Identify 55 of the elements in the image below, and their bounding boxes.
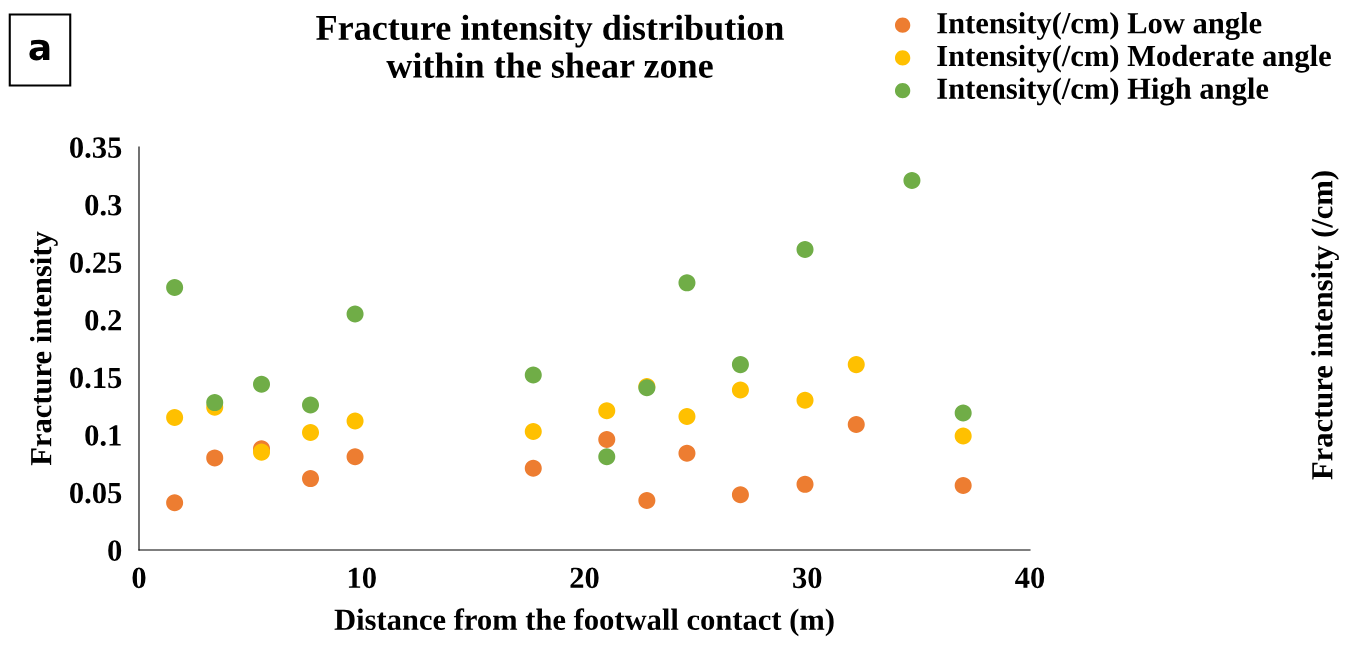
point xyxy=(524,459,542,477)
legend-label: Intensity(/cm) Moderate angle xyxy=(937,44,1331,73)
point xyxy=(598,402,616,420)
point xyxy=(731,486,749,504)
point xyxy=(253,375,271,393)
point xyxy=(524,422,542,440)
y-tick-label: 0.1 xyxy=(85,425,121,446)
x-tick-label: 40 xyxy=(1015,567,1045,589)
point xyxy=(847,356,865,374)
point xyxy=(302,470,320,488)
y-tick-label: 0.05 xyxy=(70,482,122,504)
point xyxy=(796,391,814,409)
y-tick-label: 0.25 xyxy=(70,252,122,274)
x-axis-title: Distance from the footwall contact (m) xyxy=(334,608,834,637)
point xyxy=(598,430,616,448)
point xyxy=(346,305,364,323)
y-tick-label: 0.2 xyxy=(85,310,122,331)
point xyxy=(847,415,865,433)
point xyxy=(206,394,224,412)
point xyxy=(796,475,814,493)
point xyxy=(524,366,542,384)
point xyxy=(954,404,972,422)
point xyxy=(731,381,749,399)
point xyxy=(796,240,814,258)
point xyxy=(678,444,696,462)
y-tick-label: 0.3 xyxy=(85,194,122,216)
point xyxy=(206,449,224,467)
x-tick-label: 20 xyxy=(570,567,599,589)
y-axis-title: Fracture intensity xyxy=(29,231,58,466)
point xyxy=(638,491,656,509)
y-tick-label: 0.15 xyxy=(70,367,122,389)
y-tick-label: 0 xyxy=(108,540,122,561)
legend-label: Intensity(/cm) Low angle xyxy=(937,12,1262,40)
point xyxy=(954,427,972,445)
point xyxy=(598,448,616,466)
point xyxy=(302,424,320,442)
chart-title: Fracture intensity distribution within the shear zone xyxy=(316,14,784,78)
point xyxy=(954,477,972,495)
x-tick-label: 10 xyxy=(348,567,376,589)
point xyxy=(166,278,184,296)
x-tick-label: 0 xyxy=(132,567,146,589)
point xyxy=(166,409,184,427)
point xyxy=(678,274,696,292)
point xyxy=(302,396,320,414)
point xyxy=(166,494,184,512)
point xyxy=(346,412,364,430)
text: a xyxy=(29,39,50,61)
x-tick-label: 30 xyxy=(793,567,822,589)
legend-label: Intensity(/cm) High angle xyxy=(937,77,1269,106)
point xyxy=(731,356,749,374)
y-tick-label: 0.35 xyxy=(70,137,122,159)
point xyxy=(903,171,921,189)
point xyxy=(678,407,696,425)
text: Fracture intensity (/cm) xyxy=(1311,171,1339,480)
point xyxy=(346,448,364,466)
